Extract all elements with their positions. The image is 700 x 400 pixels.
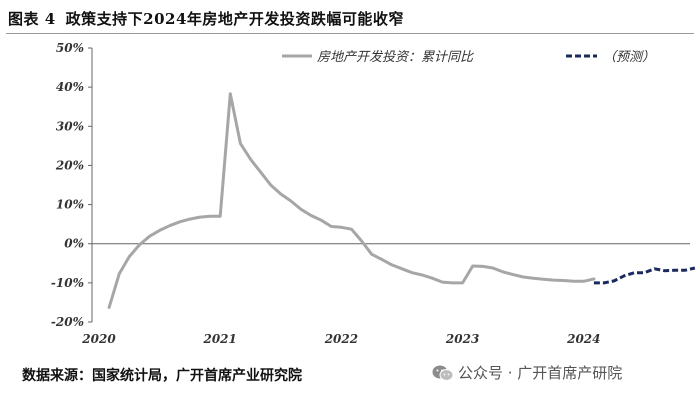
x-tick-label: 2022 [324, 332, 358, 346]
title-divider [6, 33, 694, 34]
data-source: 数据来源：国家统计局，广开首席产业研究院 [22, 368, 302, 384]
y-tick-label: 30% [56, 119, 84, 133]
legend: 房地产开发投资：累计同比 （预测） [282, 49, 655, 65]
y-tick-label: 0% [64, 237, 84, 251]
y-tick-label: 10% [56, 198, 84, 212]
series-line-actual [107, 92, 596, 309]
y-tick-label: 20% [55, 158, 84, 172]
series-layer [107, 92, 696, 309]
x-tick-label: 2020 [81, 332, 116, 346]
x-tick-label: 2024 [566, 332, 600, 346]
wechat-icon [432, 364, 454, 382]
x-tick-label: 2023 [445, 332, 479, 346]
watermark-text: 公众号 · 广开首席产研院 [458, 364, 623, 382]
x-tick-label: 2021 [202, 332, 236, 346]
figure-title: 图表 4 政策支持下2024年房地产开发投资跌幅可能收窄 [8, 8, 404, 29]
figure-title-text: 政策支持下2024年房地产开发投资跌幅可能收窄 [65, 10, 404, 28]
y-tick-label: 50% [56, 41, 84, 55]
y-tick-label: 40% [56, 80, 84, 94]
axes: 50% 40% 30% 20% 10% 0% -10% -20% 2020 2021 2022 202… [51, 41, 690, 346]
figure-label: 图表 4 [8, 10, 56, 28]
y-tick-label: -20% [51, 315, 84, 329]
legend-label-actual: 房地产开发投资：累计同比 [317, 50, 474, 65]
watermark: 公众号 · 广开首席产研院 [432, 362, 622, 383]
y-tick-label: -10% [51, 276, 84, 290]
legend-label-forecast: （预测） [603, 49, 655, 65]
series-line-forecast [593, 266, 696, 285]
